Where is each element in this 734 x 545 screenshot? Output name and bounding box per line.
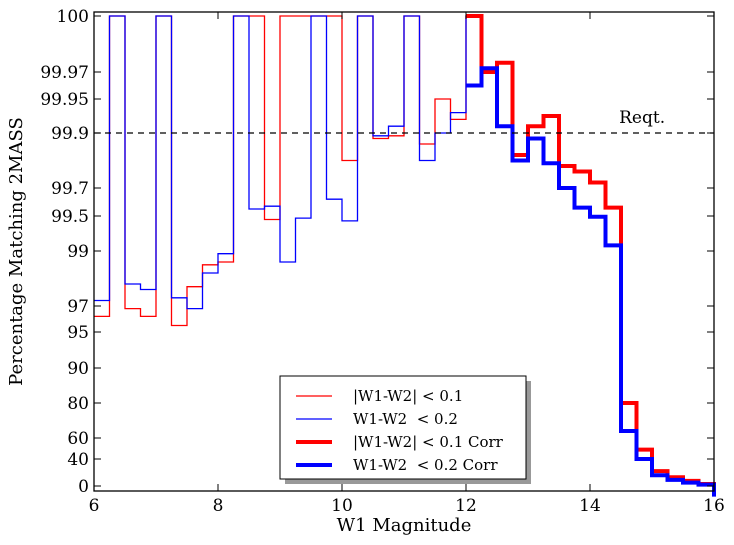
legend-box <box>279 375 527 480</box>
y-axis-title: Percentage Matching 2MASS <box>6 117 27 386</box>
series-line-1 <box>94 15 482 310</box>
y-tick-label: 99.7 <box>51 179 89 199</box>
y-tick-label: 60 <box>67 429 89 449</box>
y-tick-label: 99.5 <box>51 207 89 227</box>
legend-label: W1-W2 < 0.2 Corr <box>353 456 498 474</box>
x-axis-title: W1 Magnitude <box>337 515 472 536</box>
legend-label: |W1-W2| < 0.1 <box>353 387 463 405</box>
y-tick-label: 99.9 <box>51 124 89 144</box>
y-tick-label: 40 <box>67 450 89 470</box>
x-axis-ticks: 6 8 10 12 14 16 <box>89 12 725 516</box>
y-tick-label: 99 <box>67 242 89 262</box>
y-tick-label: 0 <box>78 477 89 497</box>
series-line-0 <box>94 15 482 327</box>
legend-label: |W1-W2| < 0.1 Corr <box>353 433 504 451</box>
x-tick-label: 14 <box>579 496 601 516</box>
legend: |W1-W2| < 0.1 W1-W2 < 0.2 |W1-W2| < 0.1 Co… <box>279 375 531 484</box>
y-tick-label: 90 <box>67 359 89 379</box>
y-tick-label: 100 <box>57 7 89 27</box>
x-tick-label: 12 <box>455 496 477 516</box>
y-tick-label: 95 <box>67 323 89 343</box>
plot-area: 6 8 10 12 14 16 100 99.97 99.95 99.9 99.7 99.5 99 97… <box>40 7 724 516</box>
series-line-3 <box>466 66 716 497</box>
y-tick-label: 99.97 <box>40 63 89 83</box>
x-tick-label: 10 <box>331 496 353 516</box>
data-series <box>94 14 716 497</box>
x-tick-label: 8 <box>213 496 224 516</box>
legend-label: W1-W2 < 0.2 <box>353 410 458 428</box>
y-tick-label: 80 <box>67 394 89 414</box>
y-tick-label: 99.95 <box>40 90 89 110</box>
requirement-label: Reqt. <box>619 108 665 128</box>
y-tick-label: 97 <box>67 297 89 317</box>
x-tick-label: 16 <box>703 496 725 516</box>
series-line-2 <box>466 14 716 496</box>
x-tick-label: 6 <box>89 496 100 516</box>
